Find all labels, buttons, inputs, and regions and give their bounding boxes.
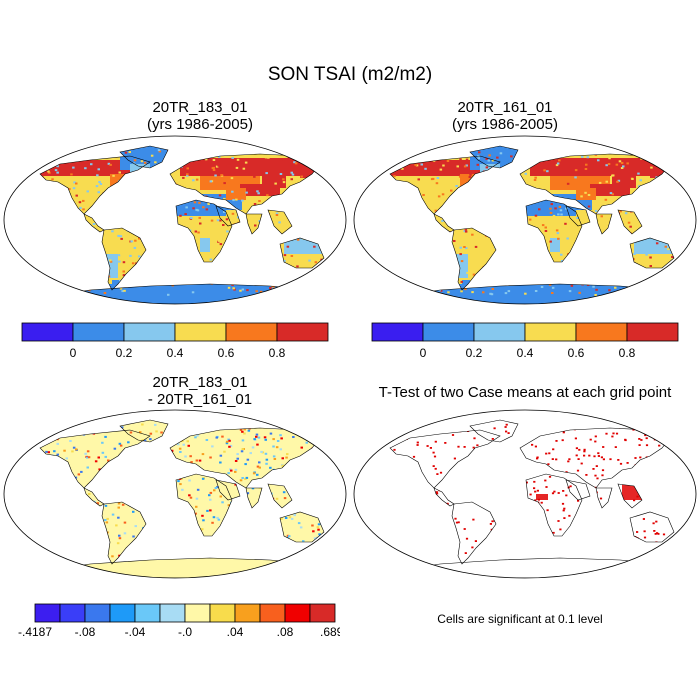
colorbar3-swatch-7 [209,603,236,623]
colorbar1-swatch-5 [276,322,329,342]
map-panel-difference [3,409,347,579]
colorbar2-label-2: 0.4 [517,346,534,360]
colorbar3-swatch-3 [109,603,136,623]
panel3-title: 20TR_183_01 - 20TR_161_01 [50,374,350,409]
colorbar2-swatch-1 [422,322,475,342]
colorbar1-label-1: 0.2 [116,346,133,360]
colorbar3-label-2: -.04 [125,625,146,639]
colorbar3-label-1: -.08 [75,625,96,639]
panel4-title: T-Test of two Case means at each grid po… [350,384,700,401]
panel2-title: 20TR_161_01 (yrs 1986-2005) [355,99,655,134]
figure-title: SON TSAI (m2/m2) [267,64,433,85]
panel4-title-line1: T-Test of two Case means at each grid po… [378,384,672,401]
colorbar1-label-3: 0.6 [218,346,235,360]
colorbar2-swatch-5 [626,322,679,342]
colorbar1-swatch-1 [72,322,125,342]
colorbar3-swatch-5 [159,603,186,623]
panel3-title-line1: 20TR_183_01 [152,374,248,391]
colorbar-difference: -.4187 -.08 -.04 -.0 .04 .08 .6894 [18,603,340,639]
colorbar1-swatch-2 [123,322,176,342]
colorbar3-label-6: .6894 [320,625,340,639]
colorbar2-label-1: 0.2 [466,346,483,360]
colorbar1-label-4: 0.8 [269,346,286,360]
colorbar3-label-3: -.0 [178,625,192,639]
colorbar3-swatch-6 [184,603,211,623]
map-panel-161 [353,135,697,305]
colorbar3-swatch-10 [284,603,311,623]
colorbar2-swatch-3 [524,322,577,342]
significance-footnote: Cells are significant at 0.1 level [437,612,603,626]
panel1-title-line2: (yrs 1986-2005) [147,116,253,134]
colorbar1-swatch-0 [21,322,74,342]
colorbar-absolute-2: 0 0.2 0.4 0.6 0.8 [371,322,679,360]
panel3-title-line2: - 20TR_161_01 [147,391,253,409]
map-panel-ttest [353,409,697,579]
panel1-title: 20TR_183_01 (yrs 1986-2005) [50,99,350,134]
colorbar3-swatch-2 [84,603,111,623]
map-panel-183 [3,135,347,305]
colorbar3-label-5: .08 [277,625,294,639]
panel2-title-line1: 20TR_161_01 [457,99,553,116]
panel1-title-line1: 20TR_183_01 [152,99,248,116]
panel2-title-line2: (yrs 1986-2005) [452,116,558,134]
colorbar3-swatch-11 [309,603,336,623]
colorbar2-label-0: 0 [420,346,427,360]
colorbar1-label-0: 0 [70,346,77,360]
colorbar1-swatch-3 [174,322,227,342]
colorbar2-label-4: 0.8 [619,346,636,360]
colorbar3-swatch-8 [234,603,261,623]
colorbar2-swatch-2 [473,322,526,342]
colorbar2-swatch-0 [371,322,424,342]
colorbar1-swatch-4 [225,322,278,342]
colorbar2-swatch-4 [575,322,628,342]
colorbar3-swatch-0 [34,603,61,623]
colorbar2-label-3: 0.6 [568,346,585,360]
colorbar3-label-0: -.4187 [18,625,52,639]
colorbar3-swatch-1 [59,603,86,623]
colorbar-absolute-1: 0 0.2 0.4 0.6 0.8 [21,322,329,360]
colorbar1-label-2: 0.4 [167,346,184,360]
colorbar3-swatch-4 [134,603,161,623]
colorbar3-swatch-9 [259,603,286,623]
colorbar3-label-4: .04 [227,625,244,639]
